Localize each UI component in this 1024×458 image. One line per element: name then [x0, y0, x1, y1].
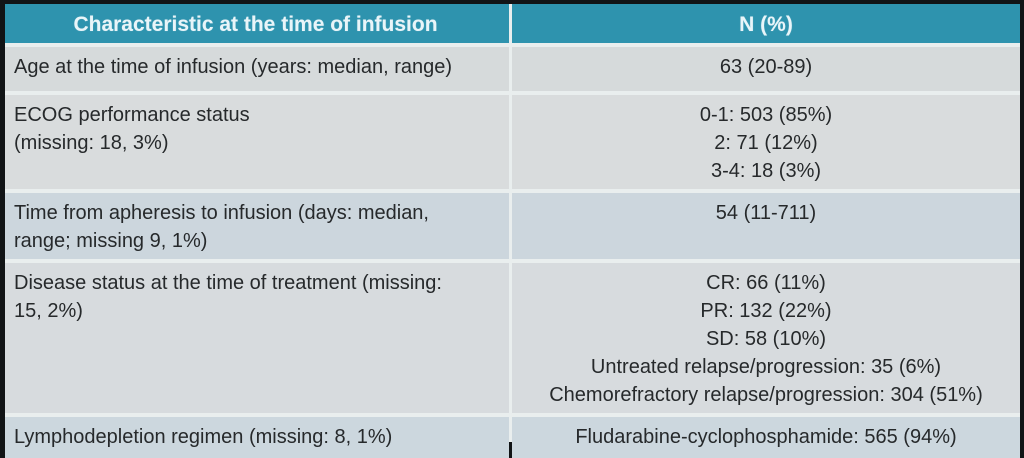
value-cell: CR: 66 (11%)PR: 132 (22%)SD: 58 (10%)Unt…	[512, 263, 1020, 413]
value-cell: 0-1: 503 (85%)2: 71 (12%)3-4: 18 (3%)	[512, 95, 1020, 189]
characteristic-cell: Disease status at the time of treatment …	[5, 263, 509, 413]
value-line: 0-1: 503 (85%)	[524, 101, 1008, 129]
value-line: PR: 132 (22%)	[524, 297, 1008, 325]
column-header-characteristic: Characteristic at the time of infusion	[5, 4, 509, 43]
value-cell: 63 (20-89)	[512, 47, 1020, 91]
table-row: Disease status at the time of treatment …	[5, 263, 1020, 413]
table-row: Age at the time of infusion (years: medi…	[5, 47, 1020, 91]
table-header-row: Characteristic at the time of infusion N…	[5, 4, 1020, 43]
characteristics-table: Characteristic at the time of infusion N…	[5, 4, 1020, 442]
text-line: Time from apheresis to infusion (days: m…	[14, 199, 497, 227]
text-line: ECOG performance status	[14, 101, 497, 129]
value-line: CR: 66 (11%)	[524, 269, 1008, 297]
text-line: Age at the time of infusion (years: medi…	[14, 53, 497, 81]
value-line: SD: 58 (10%)	[524, 325, 1008, 353]
text-line: (missing: 18, 3%)	[14, 129, 497, 157]
value-line: 3-4: 18 (3%)	[524, 157, 1008, 185]
value-line: 54 (11-711)	[524, 199, 1008, 227]
text-line: Disease status at the time of treatment …	[14, 269, 497, 297]
table-row: Time from apheresis to infusion (days: m…	[5, 193, 1020, 259]
column-header-n-percent: N (%)	[512, 4, 1020, 43]
table-row: ECOG performance status(missing: 18, 3%)…	[5, 95, 1020, 189]
characteristic-cell: Time from apheresis to infusion (days: m…	[5, 193, 509, 259]
value-cell: 54 (11-711)	[512, 193, 1020, 259]
value-line: Chemorefractory relapse/progression: 304…	[524, 381, 1008, 409]
characteristic-cell: Age at the time of infusion (years: medi…	[5, 47, 509, 91]
value-line: 2: 71 (12%)	[524, 129, 1008, 157]
value-line: Untreated relapse/progression: 35 (6%)	[524, 353, 1008, 381]
table-row: Lymphodepletion regimen (missing: 8, 1%)…	[5, 417, 1020, 458]
value-cell: Fludarabine-cyclophosphamide: 565 (94%)	[512, 417, 1020, 458]
text-line: 15, 2%)	[14, 297, 497, 325]
text-line: range; missing 9, 1%)	[14, 227, 497, 255]
characteristic-cell: Lymphodepletion regimen (missing: 8, 1%)	[5, 417, 509, 458]
value-line: 63 (20-89)	[524, 53, 1008, 81]
characteristic-cell: ECOG performance status(missing: 18, 3%)	[5, 95, 509, 189]
